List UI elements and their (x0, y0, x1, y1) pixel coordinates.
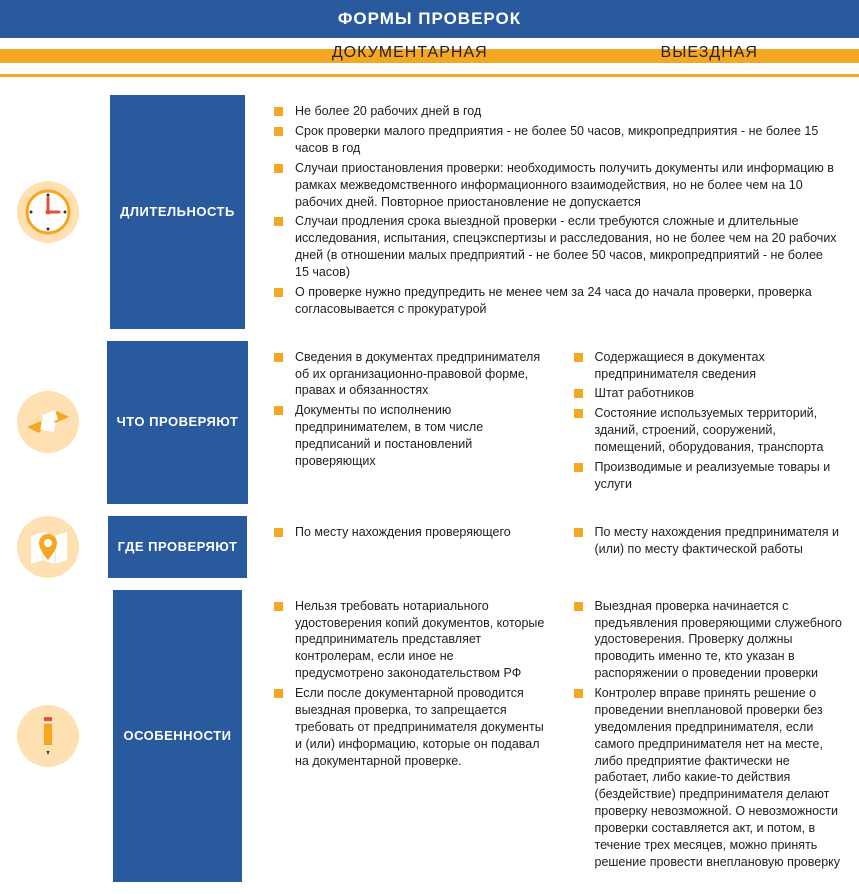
bullet-item: По месту нахождения предпринимателя и (и… (574, 524, 846, 558)
bullet-icon (274, 164, 283, 173)
section-icon-col (0, 341, 95, 504)
bullet-text: Случаи продления срока выездной проверки… (295, 213, 839, 281)
bullet-text: По месту нахождения предпринимателя и (и… (595, 524, 846, 558)
bullet-icon (274, 127, 283, 136)
section-content: Не более 20 рабочих дней в год Срок пров… (260, 95, 859, 329)
section-icon-col (0, 590, 95, 882)
bullet-icon (574, 389, 583, 398)
bullet-item: Сведения в документах предпринимателя об… (274, 349, 546, 400)
section-what: ЧТО ПРОВЕРЯЮТ Сведения в документах пред… (0, 341, 859, 504)
bullet-icon (274, 107, 283, 116)
bullet-text: Штат работников (595, 385, 846, 402)
section-where: ГДЕ ПРОВЕРЯЮТ По месту нахождения провер… (0, 516, 859, 578)
section-content-left: Нельзя требовать нотариального удостовер… (260, 590, 560, 882)
hands-icon (17, 391, 79, 453)
section-label: ГДЕ ПРОВЕРЯЮТ (108, 516, 248, 578)
bullet-item: Производимые и реализуемые товары и услу… (574, 459, 846, 493)
bullet-icon (274, 288, 283, 297)
section-content-left: Сведения в документах предпринимателя об… (260, 341, 560, 504)
bullet-item: Выездная проверка начинается с предъявле… (574, 598, 846, 682)
bullet-text: Срок проверки малого предприятия - не бо… (295, 123, 839, 157)
bullet-item: Содержащиеся в документах предпринимател… (574, 349, 846, 383)
section-content-right: По месту нахождения предпринимателя и (и… (560, 516, 859, 578)
bullet-item: Нельзя требовать нотариального удостовер… (274, 598, 546, 682)
section-label: ЧТО ПРОВЕРЯЮТ (107, 341, 249, 504)
section-label-col: ЧТО ПРОВЕРЯЮТ (95, 341, 260, 504)
bullet-text: Если после документарной проводится выез… (295, 685, 546, 769)
bullet-icon (274, 528, 283, 537)
bullet-text: Сведения в документах предпринимателя об… (295, 349, 546, 400)
section-label-col: ДЛИТЕЛЬНОСТЬ (95, 95, 260, 329)
bullet-icon (574, 353, 583, 362)
bullet-text: О проверке нужно предупредить не менее ч… (295, 284, 839, 318)
bullet-item: О проверке нужно предупредить не менее ч… (274, 284, 839, 318)
bullet-text: Выездная проверка начинается с предъявле… (595, 598, 846, 682)
bullet-item: Штат работников (574, 385, 846, 402)
section-content-left: По месту нахождения проверяющего (260, 516, 560, 578)
bullet-item: Случаи приостановления проверки: необход… (274, 160, 839, 211)
bullet-item: Документы по исполнению предпринимателем… (274, 402, 546, 470)
bullet-icon (274, 353, 283, 362)
divider (0, 74, 859, 77)
bullet-icon (274, 602, 283, 611)
section-label: ДЛИТЕЛЬНОСТЬ (110, 95, 245, 329)
bullet-icon (274, 217, 283, 226)
bullet-text: Содержащиеся в документах предпринимател… (595, 349, 846, 383)
bullet-icon (574, 528, 583, 537)
bullet-icon (574, 689, 583, 698)
bullet-text: Производимые и реализуемые товары и услу… (595, 459, 846, 493)
bullet-icon (574, 463, 583, 472)
pencil-icon (17, 705, 79, 767)
bullet-icon (574, 409, 583, 418)
section-features: ОСОБЕННОСТИ Нельзя требовать нотариально… (0, 590, 859, 882)
section-label-col: ГДЕ ПРОВЕРЯЮТ (95, 516, 260, 578)
bullet-item: Состояние используемых территорий, здани… (574, 405, 846, 456)
section-content-col: Не более 20 рабочих дней в год Срок пров… (260, 95, 859, 329)
section-content-right: Выездная проверка начинается с предъявле… (560, 590, 859, 882)
section-duration: ДЛИТЕЛЬНОСТЬ Не более 20 рабочих дней в … (0, 95, 859, 329)
bullet-item: Случаи продления срока выездной проверки… (274, 213, 839, 281)
bullet-text: По месту нахождения проверяющего (295, 524, 546, 541)
bullet-item: Срок проверки малого предприятия - не бо… (274, 123, 839, 157)
bullet-icon (274, 689, 283, 698)
map-icon (17, 516, 79, 578)
bullet-text: Контролер вправе принять решение о прове… (595, 685, 846, 871)
bullet-item: Если после документарной проводится выез… (274, 685, 546, 769)
column-header-documentary: ДОКУМЕНТАРНАЯ (260, 38, 560, 74)
section-content-col: Сведения в документах предпринимателя об… (260, 341, 859, 504)
section-label-col: ОСОБЕННОСТИ (95, 590, 260, 882)
bullet-text: Нельзя требовать нотариального удостовер… (295, 598, 546, 682)
bullet-item: По месту нахождения проверяющего (274, 524, 546, 541)
header-title: ФОРМЫ ПРОВЕРОК (0, 0, 859, 38)
bullet-icon (274, 406, 283, 415)
section-icon-col (0, 516, 95, 578)
bullet-item: Не более 20 рабочих дней в год (274, 103, 839, 120)
clock-icon (17, 181, 79, 243)
section-content-col: Нельзя требовать нотариального удостовер… (260, 590, 859, 882)
bullet-text: Не более 20 рабочих дней в год (295, 103, 839, 120)
bullet-text: Случаи приостановления проверки: необход… (295, 160, 839, 211)
section-icon-col (0, 95, 95, 329)
section-label: ОСОБЕННОСТИ (113, 590, 241, 882)
bullet-icon (574, 602, 583, 611)
bullet-text: Состояние используемых территорий, здани… (595, 405, 846, 456)
bullet-item: Контролер вправе принять решение о прове… (574, 685, 846, 871)
column-header-onsite: ВЫЕЗДНАЯ (560, 38, 859, 74)
section-content-right: Содержащиеся в документах предпринимател… (560, 341, 859, 504)
bullet-text: Документы по исполнению предпринимателем… (295, 402, 546, 470)
section-content-col: По месту нахождения проверяющего По мест… (260, 516, 859, 578)
